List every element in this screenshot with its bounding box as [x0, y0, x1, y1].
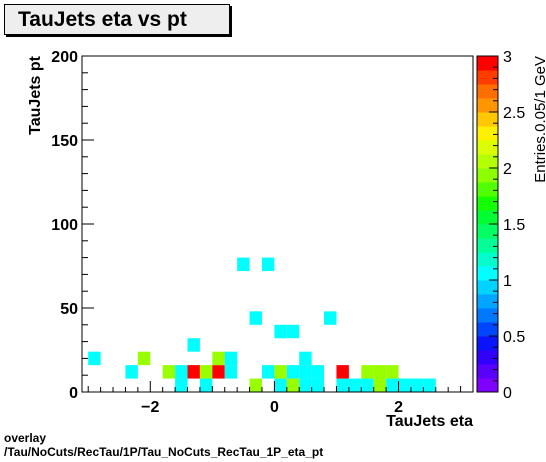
colorbar-tick-label: 1	[503, 273, 512, 290]
heatmap-bin	[386, 378, 399, 392]
heatmap-bin	[299, 351, 312, 366]
colorbar-segment	[477, 252, 498, 267]
heatmap-bin	[249, 311, 262, 325]
chart-title: TauJets eta vs pt	[18, 8, 187, 31]
y-tick-label: 50	[60, 301, 78, 318]
heatmap-bin	[336, 365, 349, 379]
heatmap-bin	[361, 378, 374, 392]
x-tick-label: 0	[270, 399, 279, 416]
footer-overlay-label: overlay	[4, 431, 47, 445]
heatmap-bin	[286, 378, 300, 392]
colorbar-tick-label: 3	[503, 49, 512, 66]
heatmap-bin	[237, 257, 250, 272]
colorbar-segment	[477, 224, 498, 239]
colorbar-tick-label: 0.5	[503, 329, 525, 346]
heatmap-bin	[224, 365, 238, 379]
heatmap-bin	[373, 365, 387, 379]
colorbar-segment	[477, 84, 498, 99]
heatmap-bin	[311, 378, 325, 392]
colorbar-segment	[477, 154, 498, 169]
x-tick-label: 2	[394, 399, 403, 416]
colorbar-segment	[477, 364, 498, 379]
footer-path-label: /Tau/NoCuts/RecTau/1P/Tau_NoCuts_RecTau_…	[4, 445, 324, 459]
colorbar-segment	[477, 280, 498, 295]
colorbar-segment	[477, 182, 498, 197]
heatmap-bin	[299, 378, 312, 392]
colorbar-segment	[477, 98, 498, 113]
colorbar-segment	[477, 308, 498, 323]
colorbar-segment	[477, 126, 498, 141]
chart-title-box: TauJets eta vs pt	[4, 4, 230, 35]
colorbar-segment	[477, 210, 498, 225]
heatmap-bin	[137, 351, 151, 366]
heatmap-bin	[199, 365, 213, 379]
colorbar-segment	[477, 56, 498, 71]
heatmap-bin	[261, 257, 275, 272]
colorbar-segment	[477, 350, 498, 365]
heatmap-bin	[386, 365, 399, 379]
y-axis-label: TauJets pt	[27, 55, 44, 135]
plot-frame	[81, 55, 474, 393]
heatmap-bin	[348, 378, 362, 392]
y-tick-label: 150	[51, 133, 78, 150]
y-tick-label: 100	[51, 217, 78, 234]
heatmap-bin	[162, 365, 176, 379]
colorbar-segment	[477, 336, 498, 351]
heatmap-bin	[286, 324, 300, 339]
colorbar-tick-label: 0	[503, 385, 512, 402]
y-tick-label: 0	[69, 385, 78, 402]
heatmap-bin	[336, 378, 349, 392]
colorbar-tick-label: 2	[503, 161, 512, 178]
heatmap-bin	[324, 311, 337, 325]
heatmap-bin	[274, 365, 287, 379]
heatmap-bin	[311, 365, 325, 379]
heatmap-bin	[398, 378, 411, 392]
heatmap-bin	[175, 365, 188, 379]
colorbar-segment	[477, 70, 498, 85]
colorbar-segment	[477, 238, 498, 253]
colorbar-segment	[477, 196, 498, 211]
colorbar-segment	[477, 322, 498, 337]
x-tick-label: −2	[141, 399, 159, 416]
colorbar-tick-label: 1.5	[503, 217, 525, 234]
colorbar-segment	[477, 112, 498, 127]
heatmap-bin	[261, 365, 275, 379]
x-axis-label: TauJets eta	[386, 413, 473, 430]
heatmap-bin	[212, 351, 225, 366]
colorbar-segment	[477, 294, 498, 309]
heatmap-bin	[187, 338, 200, 352]
colorbar-segment	[477, 168, 498, 183]
heatmap-bin	[199, 378, 213, 392]
heatmap-bin	[299, 365, 312, 379]
heatmap-bin	[212, 365, 225, 379]
colorbar-segment	[477, 378, 498, 393]
heatmap-bin	[423, 378, 436, 392]
colorbar-segment	[477, 266, 498, 281]
heatmap-bin	[361, 365, 374, 379]
heatmap-bin	[274, 324, 287, 339]
y-tick-label: 200	[51, 49, 78, 66]
heatmap-bin	[249, 378, 262, 392]
colorbar-segment	[477, 140, 498, 155]
heatmap-bin	[286, 365, 300, 379]
heatmap-bin	[373, 378, 387, 392]
heatmap-bin	[224, 351, 238, 366]
colorbar-label: Entries.0.05/1 GeV	[532, 56, 546, 183]
heatmap-bin	[125, 365, 138, 379]
colorbar-tick-label: 2.5	[503, 105, 525, 122]
heatmap-bin	[175, 378, 188, 392]
heatmap-bin	[410, 378, 424, 392]
heatmap-bin	[88, 351, 101, 366]
heatmap-bin	[187, 365, 200, 379]
heatmap-bin	[274, 378, 287, 392]
